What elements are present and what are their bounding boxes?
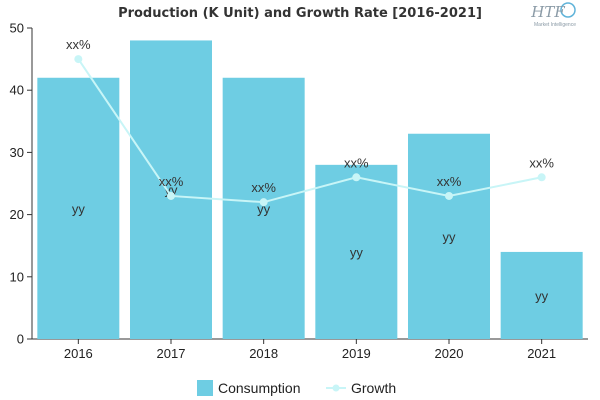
legend-swatch-consumption [197, 380, 213, 396]
growth-data-label: xx% [251, 180, 276, 195]
growth-point [445, 191, 453, 200]
growth-point [74, 55, 83, 64]
legend-label-growth: Growth [351, 380, 396, 396]
bar-data-label: yy [535, 288, 549, 303]
growth-point [167, 191, 175, 200]
legend-label-consumption: Consumption [218, 380, 301, 396]
logo-mark: HTF [530, 3, 565, 21]
legend: Consumption Growth [197, 380, 396, 396]
bar-data-label: yy [350, 245, 364, 260]
x-tick-label: 2021 [527, 346, 556, 361]
bar [315, 164, 398, 339]
x-tick-label: 2019 [342, 346, 371, 361]
y-tick-label: 30 [10, 145, 24, 160]
x-tick-label: 2020 [435, 346, 464, 361]
bar [130, 40, 212, 339]
y-tick-label: 50 [10, 21, 24, 36]
bar-data-label: yy [443, 229, 457, 244]
bar [500, 251, 583, 339]
logo-subtitle: Market Intelligence [534, 22, 576, 28]
x-axis: 2016 2017 2018 2019 2020 2021 [32, 338, 588, 361]
htf-logo: HTF Market Intelligence [530, 2, 576, 28]
y-tick-label: 10 [10, 269, 24, 284]
line-labels: xx% xx% xx% xx% xx% xx% [66, 37, 554, 195]
chart-title: Production (K Unit) and Growth Rate [201… [118, 6, 482, 21]
bar-data-label: yy [257, 201, 271, 216]
legend-swatch-growth-marker [332, 384, 340, 392]
y-tick-label: 0 [17, 332, 24, 347]
x-tick-label: 2018 [249, 346, 278, 361]
x-tick-label: 2016 [64, 346, 93, 361]
logo-globe-icon [560, 2, 576, 18]
growth-point [259, 198, 268, 207]
growth-data-label: xx% [437, 174, 462, 189]
y-tick-label: 20 [10, 207, 24, 222]
bar [408, 133, 490, 339]
growth-data-label: xx% [529, 155, 554, 170]
bar [37, 77, 120, 339]
y-tick-label: 40 [10, 83, 24, 98]
growth-point [537, 173, 546, 182]
bar-series [37, 40, 583, 339]
growth-data-label: xx% [159, 174, 184, 189]
growth-point [352, 173, 361, 182]
bar-data-label: yy [72, 201, 86, 216]
growth-data-label: xx% [344, 155, 369, 170]
growth-line [77, 58, 542, 204]
growth-data-label: xx% [66, 37, 91, 52]
line-series [74, 55, 546, 207]
y-axis: 0 10 20 30 40 50 [10, 21, 33, 347]
bar [222, 77, 305, 339]
x-tick-label: 2017 [157, 346, 186, 361]
